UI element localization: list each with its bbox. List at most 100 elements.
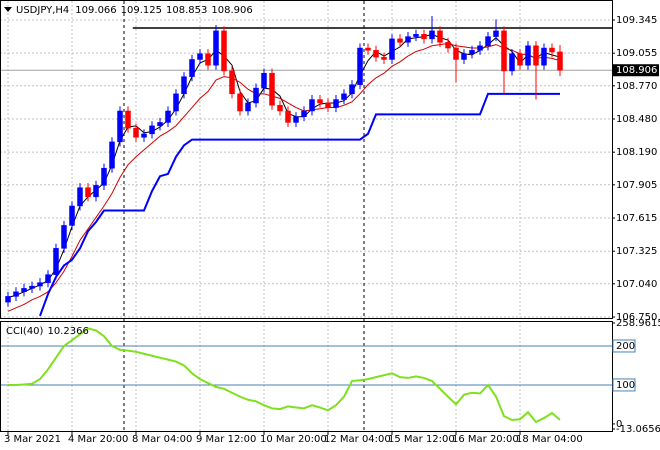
candle-body xyxy=(101,167,107,186)
grid xyxy=(0,1,612,431)
candle-body xyxy=(269,72,275,106)
overlay-line xyxy=(7,42,561,312)
candle-body xyxy=(93,185,99,198)
x-tick-label: 12 Mar 04:00 xyxy=(324,434,391,445)
candle-body xyxy=(173,93,179,112)
candle-body xyxy=(317,99,323,104)
candle-body xyxy=(413,34,419,37)
candle-body xyxy=(13,291,19,297)
candle-body xyxy=(405,36,411,43)
candle-body xyxy=(37,282,43,287)
indicator-value: 10.2366 xyxy=(47,326,88,337)
y-tick-label: 108.480 xyxy=(616,114,657,125)
candle-body xyxy=(461,53,467,60)
candle-body xyxy=(517,53,523,66)
y-tick-label: 107.040 xyxy=(616,279,657,290)
candle-body xyxy=(549,47,555,53)
y-tick-label: 107.325 xyxy=(616,246,657,257)
candle-body xyxy=(557,51,563,71)
candle-body xyxy=(333,99,339,108)
level-label-box xyxy=(612,339,636,353)
candle-body xyxy=(525,45,531,66)
x-tick-label: 15 Mar 12:00 xyxy=(388,434,455,445)
candle-body xyxy=(453,47,459,60)
candle-body xyxy=(149,125,155,135)
indicator-name: CCI(40) xyxy=(6,326,44,337)
level-label: 100 xyxy=(616,380,635,391)
current-price-box xyxy=(613,64,659,77)
candle-body xyxy=(389,38,395,60)
candle-body xyxy=(533,45,539,66)
candle-body xyxy=(229,70,235,95)
current-price-label: 108.906 xyxy=(616,65,657,76)
y-tick-label: 107.615 xyxy=(616,213,657,224)
candle-body xyxy=(309,99,315,112)
y-tick-label: 107.905 xyxy=(616,180,657,191)
candle-body xyxy=(437,30,443,43)
x-tick-label: 9 Mar 12:00 xyxy=(196,434,256,445)
y-tick-label: 109.055 xyxy=(616,48,657,59)
y-tick-label: 0 xyxy=(616,419,622,430)
candle-body xyxy=(325,102,331,108)
candle-body xyxy=(277,105,283,112)
plot xyxy=(0,15,612,424)
x-tick-label: 8 Mar 04:00 xyxy=(132,434,192,445)
candle-body xyxy=(213,30,219,66)
candle-body xyxy=(205,53,211,66)
candle-body xyxy=(357,47,363,85)
candle-body xyxy=(373,50,379,58)
level-label-box xyxy=(612,378,636,392)
candle-body xyxy=(477,45,483,51)
candle-body xyxy=(245,102,251,112)
y-tick-label: 258.9615 xyxy=(616,318,660,329)
candle-body xyxy=(429,30,435,40)
y-tick-label: 108.770 xyxy=(616,81,657,92)
candle-body xyxy=(133,127,139,138)
candle-body xyxy=(61,225,67,249)
candle-body xyxy=(221,30,227,72)
x-tick-label: 10 Mar 20:00 xyxy=(260,434,327,445)
level-label: 200 xyxy=(616,341,635,352)
candle-body xyxy=(541,47,547,66)
candle-body xyxy=(381,56,387,60)
candle-body xyxy=(509,53,515,72)
low-value: 108.853 xyxy=(166,5,207,16)
y-tick-label: 108.190 xyxy=(616,147,657,158)
candle-body xyxy=(237,93,243,112)
candle-body xyxy=(365,47,371,51)
y-tick-label: 109.345 xyxy=(616,15,657,26)
close-value: 108.906 xyxy=(211,5,252,16)
candle-body xyxy=(341,93,347,100)
candle-body xyxy=(469,50,475,55)
candle-body xyxy=(29,285,35,289)
candle-body xyxy=(421,34,427,40)
candle-body xyxy=(485,36,491,46)
candle-body xyxy=(45,274,51,283)
y-tick-label: 106.750 xyxy=(616,312,657,323)
y-tick-label: -13.0656 xyxy=(616,424,660,435)
candle-body xyxy=(141,133,147,138)
candle-body xyxy=(69,205,75,226)
indicator-line xyxy=(8,327,561,424)
candle-body xyxy=(109,141,115,169)
x-tick-label: 4 Mar 20:00 xyxy=(68,434,128,445)
candle-body xyxy=(5,296,11,303)
candle-body xyxy=(501,30,507,72)
x-tick-label: 16 Mar 20:00 xyxy=(452,434,519,445)
candle-body xyxy=(165,110,171,123)
candle-body xyxy=(349,84,355,95)
candle-body xyxy=(301,110,307,117)
indicator-title: CCI(40) 10.2366 xyxy=(6,326,89,337)
overlay-line xyxy=(39,92,560,317)
candle-body xyxy=(77,187,83,207)
candle-body xyxy=(445,42,451,49)
candle-body xyxy=(253,87,259,104)
x-tick-label: 18 Mar 04:00 xyxy=(516,434,583,445)
candle-body xyxy=(293,116,299,123)
indicator-panel-frame xyxy=(0,321,613,432)
candle-body xyxy=(21,288,27,293)
candle-body xyxy=(85,187,91,198)
